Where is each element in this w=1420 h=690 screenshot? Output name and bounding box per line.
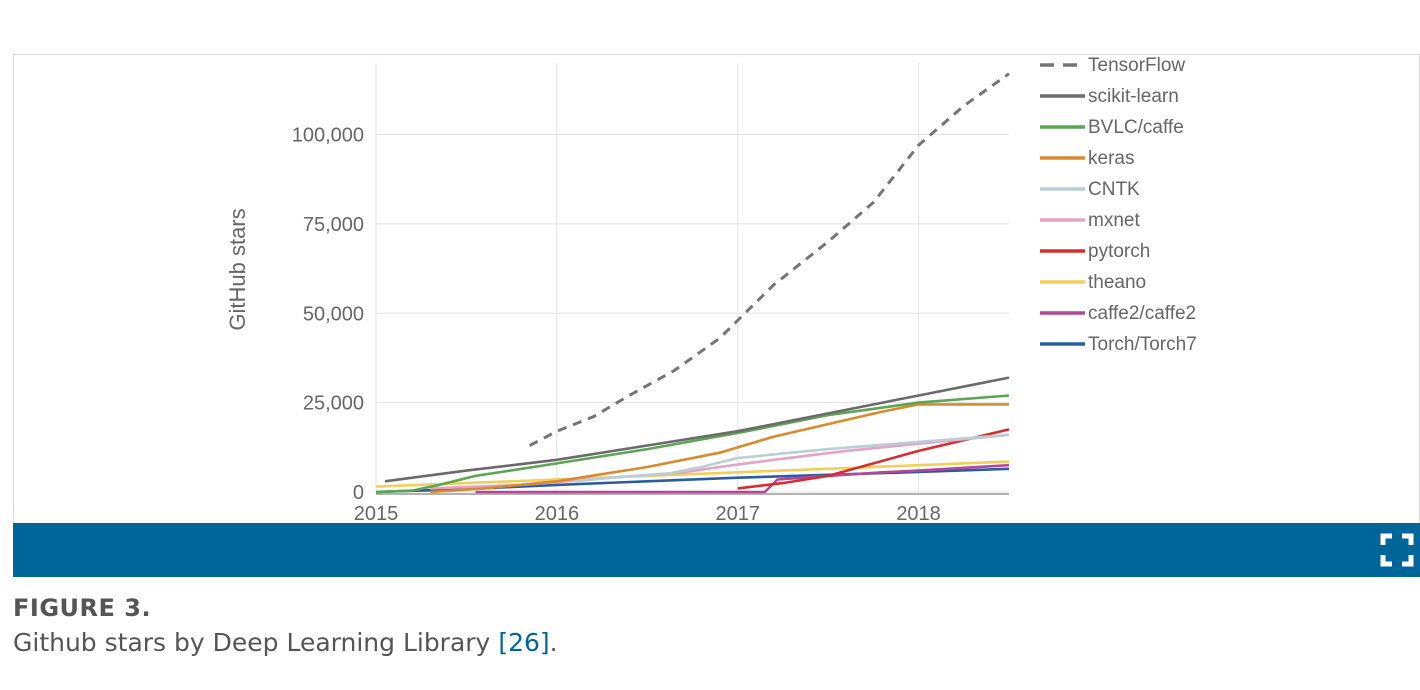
- y-tick-label: 75,000: [303, 214, 364, 236]
- y-axis-label: GitHub stars: [225, 208, 250, 330]
- figure-label: FIGURE 3.: [13, 594, 152, 622]
- legend-label: TensorFlow: [1088, 55, 1185, 76]
- series-line: [375, 460, 1010, 488]
- legend-label: caffe2/caffe2: [1088, 303, 1196, 324]
- y-tick-label: 0: [353, 482, 364, 504]
- series-line: [384, 376, 1010, 483]
- caption-end: .: [549, 628, 558, 657]
- legend-label: pytorch: [1088, 241, 1150, 262]
- figure-caption: FIGURE 3. Github stars by Deep Learning …: [13, 594, 1403, 657]
- x-tick-label: 2017: [715, 503, 760, 525]
- legend-label: CNTK: [1088, 179, 1140, 200]
- x-tick-label: 2016: [535, 503, 580, 525]
- y-tick-label: 100,000: [292, 125, 364, 147]
- fullscreen-icon[interactable]: [1380, 533, 1414, 567]
- figure-frame: 0 25,000 50,000 75,000 100,000 2015 2016 2017 20…: [13, 54, 1420, 577]
- figure-toolbar: [13, 523, 1420, 577]
- reference-link[interactable]: [26]: [498, 628, 550, 657]
- x-tick-label: 2015: [354, 503, 399, 525]
- legend-label: BVLC/caffe: [1088, 117, 1184, 138]
- legend-label: scikit-learn: [1088, 86, 1179, 107]
- series-line: [529, 72, 1010, 447]
- line-chart: 0 25,000 50,000 75,000 100,000 2015 2016 2017 20…: [225, 55, 1197, 525]
- y-tick-label: 25,000: [303, 393, 364, 415]
- caption-body: Github stars by Deep Learning Library: [13, 628, 499, 657]
- legend-label: keras: [1088, 148, 1134, 169]
- series-line: [430, 403, 1009, 494]
- legend-label: Torch/Torch7: [1088, 334, 1197, 355]
- figure-caption-text: Github stars by Deep Learning Library [2…: [13, 628, 1403, 657]
- y-tick-label: 50,000: [303, 303, 364, 325]
- legend-label: theano: [1088, 272, 1146, 293]
- series-line: [574, 433, 1010, 483]
- x-tick-label: 2018: [896, 503, 941, 525]
- legend-label: mxnet: [1088, 210, 1140, 231]
- series-line: [375, 394, 1010, 494]
